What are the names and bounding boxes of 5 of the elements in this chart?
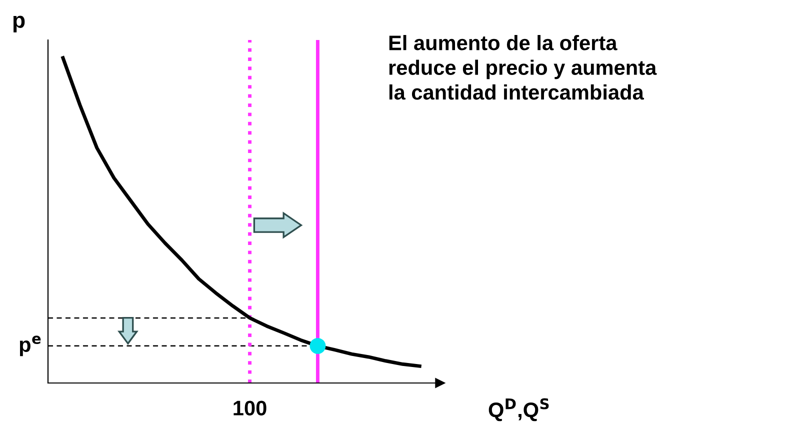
text: 100: [234, 400, 266, 416]
y-axis-title: p: [13, 16, 25, 32]
x-axis-title: Q$^{D}$,Q$^{S}$: [488, 398, 549, 422]
ref-line-label: p$^{e}$: [20, 336, 41, 356]
annotation: El aumento de la oferta reduce el precio y aumenta la cantidad intercambiada: [389, 35, 657, 100]
